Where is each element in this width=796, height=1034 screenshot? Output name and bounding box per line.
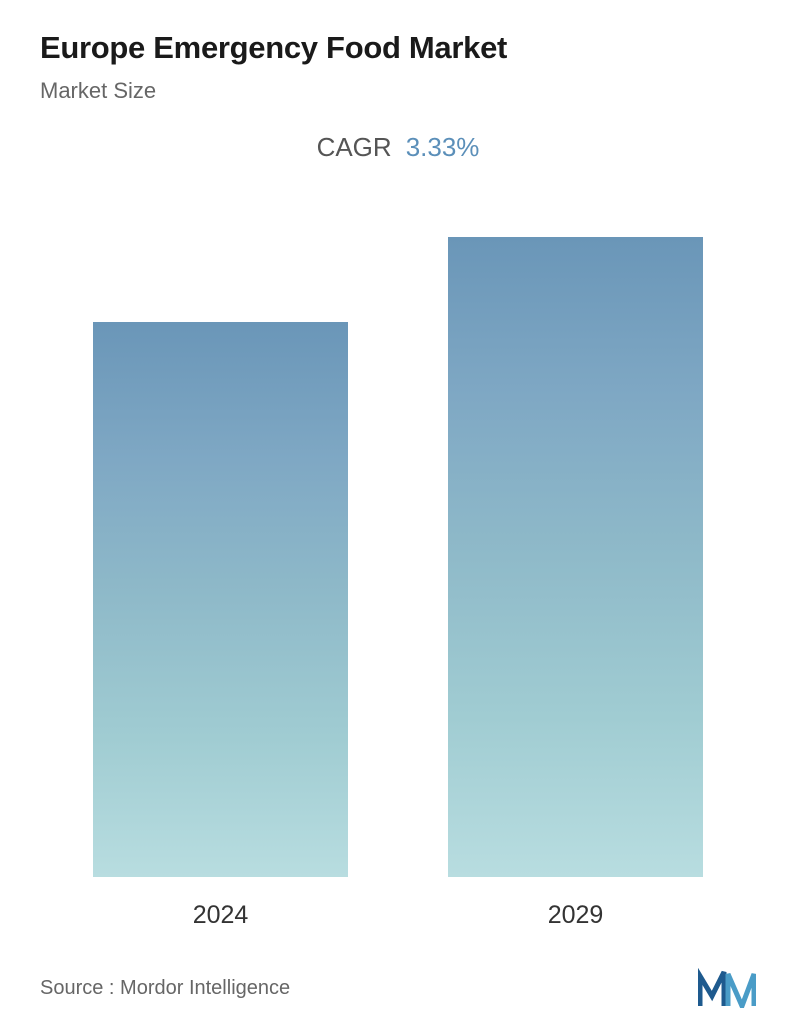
bar-1 xyxy=(448,237,703,877)
cagr-value: 3.33% xyxy=(406,132,480,163)
bar-label-0: 2024 xyxy=(193,901,249,930)
bar-0 xyxy=(93,322,348,877)
footer: Source : Mordor Intelligence xyxy=(40,948,756,1014)
chart-subtitle: Market Size xyxy=(40,78,756,104)
bar-group-0: 2024 xyxy=(93,322,348,930)
chart-container: Europe Emergency Food Market Market Size… xyxy=(0,0,796,1034)
chart-area: 2024 2029 xyxy=(40,233,756,930)
bar-group-1: 2029 xyxy=(448,237,703,930)
cagr-label: CAGR xyxy=(317,132,392,163)
source-text: Source : Mordor Intelligence xyxy=(40,977,290,1000)
mordor-logo-icon xyxy=(698,968,756,1008)
bar-label-1: 2029 xyxy=(548,901,604,930)
cagr-row: CAGR 3.33% xyxy=(40,132,756,163)
chart-title: Europe Emergency Food Market xyxy=(40,30,756,66)
